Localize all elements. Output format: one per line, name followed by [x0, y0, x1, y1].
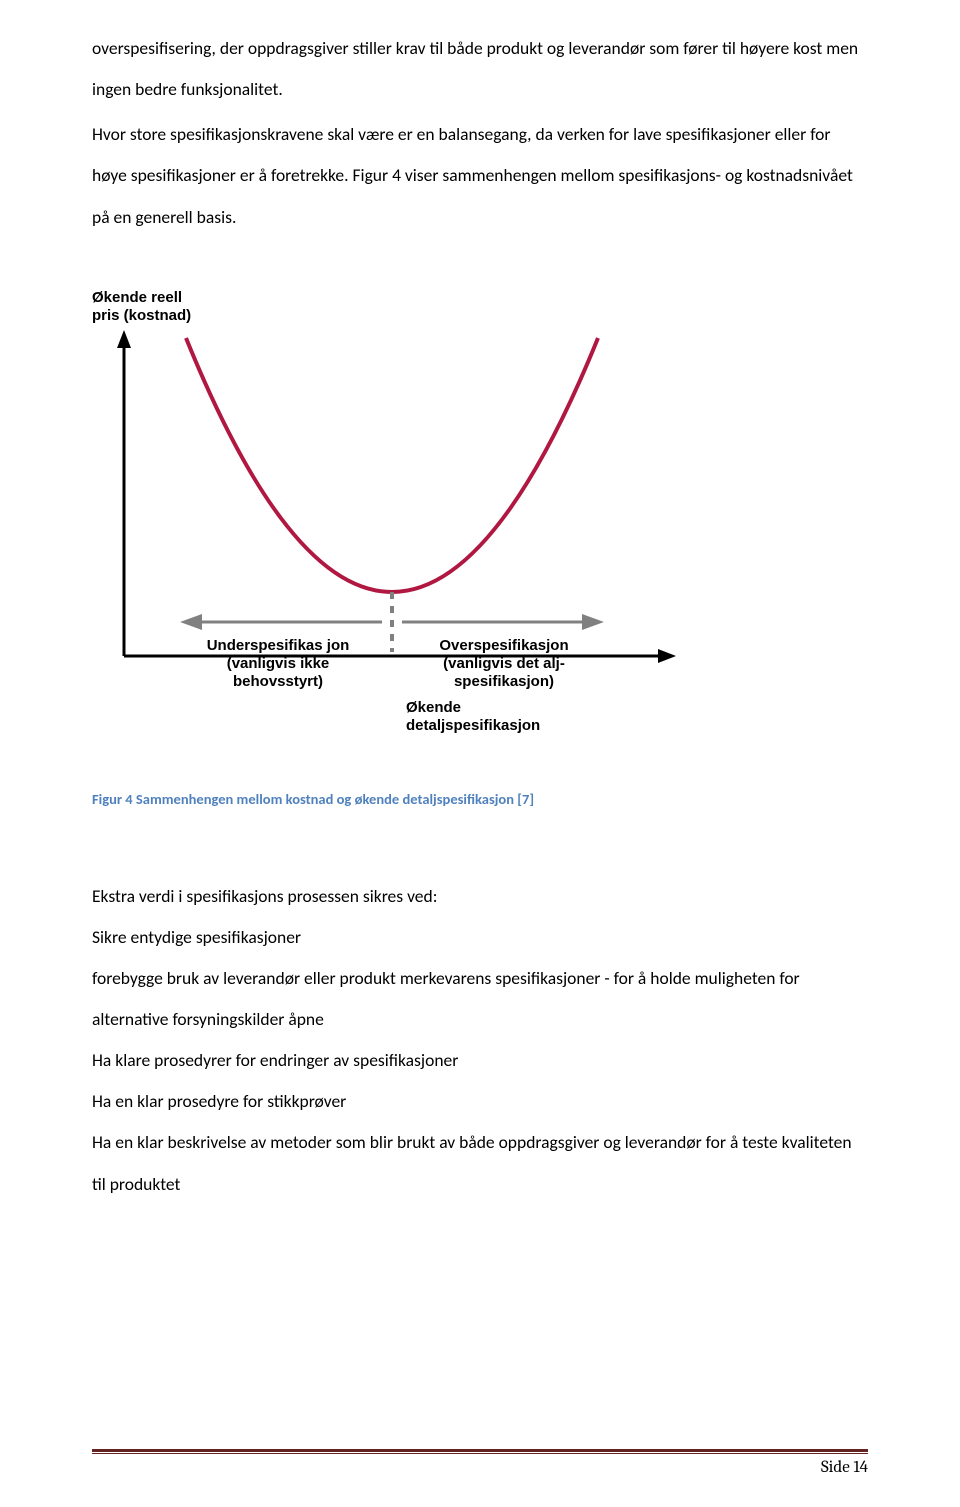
- cost-curve: [186, 338, 598, 592]
- footer-rule-thick: [92, 1449, 868, 1452]
- left-label-3: behovsstyrt): [233, 673, 323, 690]
- page-footer: Side 14: [92, 1449, 868, 1477]
- list-item-2: forebygge bruk av leverandør eller produ…: [92, 958, 868, 1040]
- figure-4-chart: Økende reell pris (kostnad) Underspesifi…: [86, 286, 696, 748]
- left-label-1: Underspesifikas jon: [207, 637, 350, 654]
- list-item-3: Ha klare prosedyrer for endringer av spe…: [92, 1040, 868, 1081]
- x-axis-arrowhead: [658, 649, 676, 663]
- x-axis-label-1: Økende: [406, 699, 461, 716]
- list-item-4: Ha en klar prosedyre for stikkprøver: [92, 1081, 868, 1122]
- right-label-2: (vanligvis det alj-: [443, 655, 565, 672]
- paragraph-2: Hvor store spesifikasjonskravene skal væ…: [92, 114, 868, 237]
- y-axis-label-1: Økende reell: [92, 289, 182, 306]
- list-item-5: Ha en klar beskrivelse av metoder som bl…: [92, 1122, 868, 1204]
- left-label-2: (vanligvis ikke: [227, 655, 330, 672]
- y-axis-arrowhead: [117, 330, 131, 348]
- list-item-1: Sikre entydige spesifikasjoner: [92, 917, 868, 958]
- right-arrow-head: [582, 614, 604, 630]
- left-arrow-head: [180, 614, 202, 630]
- page-number: Side 14: [92, 1458, 868, 1477]
- y-axis-label-2: pris (kostnad): [92, 307, 191, 324]
- figure-4-caption: Figur 4 Sammenhengen mellom kostnad og ø…: [92, 790, 868, 808]
- intro-line: Ekstra verdi i spesifikasjons prosessen …: [92, 876, 868, 917]
- right-label-1: Overspesifikasjon: [439, 637, 568, 654]
- x-axis-label-2: detaljspesifikasjon: [406, 717, 540, 734]
- right-label-3: spesifikasjon): [454, 673, 554, 690]
- footer-rule-thin: [92, 1453, 868, 1454]
- paragraph-1: overspesifisering, der oppdragsgiver sti…: [92, 28, 868, 110]
